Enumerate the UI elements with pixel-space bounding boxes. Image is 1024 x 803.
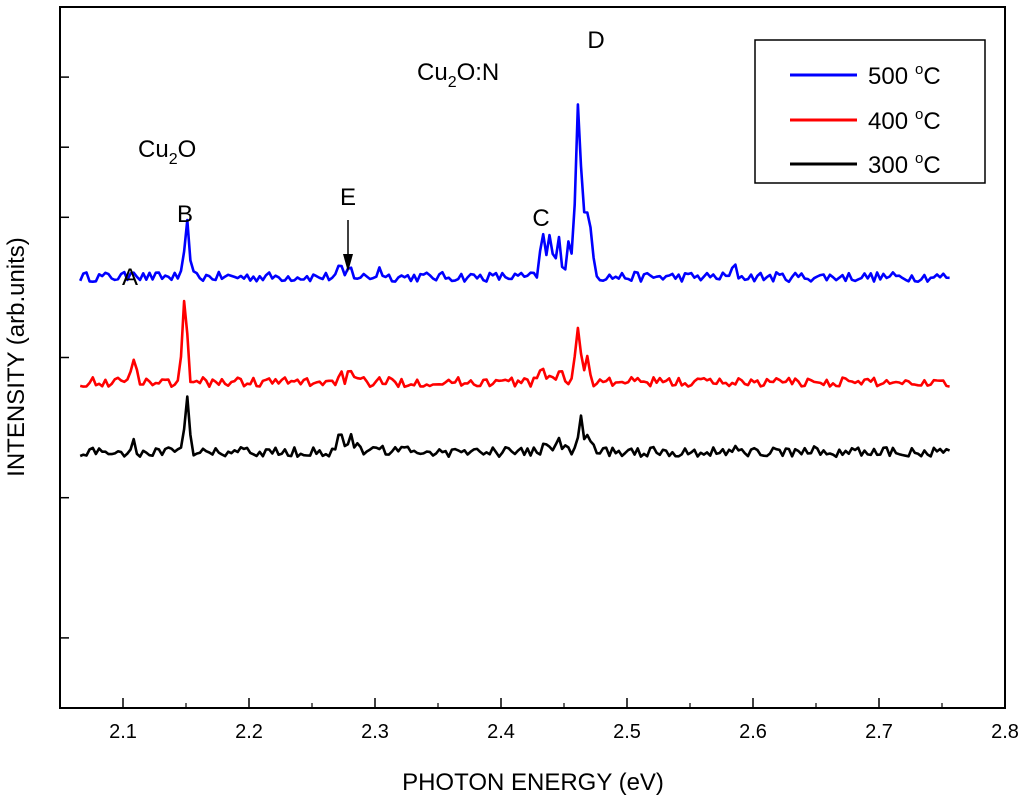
series-500c-line	[79, 103, 950, 284]
cu2on-prefix: Cu	[417, 59, 448, 86]
x-tick-label: 2.7	[865, 721, 893, 743]
peak-label-a: A	[122, 264, 138, 291]
arrow-e-icon	[343, 254, 353, 272]
peak-label-c: C	[532, 205, 549, 232]
series-400c-line	[79, 299, 950, 389]
x-tick-label: 2.5	[613, 721, 641, 743]
x-tick-label: 2.8	[991, 721, 1019, 743]
x-tick-label: 2.1	[109, 721, 137, 743]
series-300c-line	[79, 395, 951, 459]
legend-value-300: 300	[868, 152, 908, 179]
cu2o-suffix: O	[178, 136, 197, 163]
y-axis-title: INTENSITY (arb.units)	[3, 237, 30, 477]
legend-label-500: 500 oC	[868, 61, 941, 90]
cu2on-label: Cu2O:N	[417, 59, 499, 91]
legend-value-500: 500	[868, 63, 908, 90]
legend-unit-300: C	[923, 152, 940, 179]
legend-label-400: 400 oC	[868, 106, 941, 135]
x-axis-ticks: 2.1 2.2 2.3 2.4 2.5 2.6 2.7 2.8	[59, 698, 1019, 743]
legend-unit-500: C	[923, 63, 940, 90]
legend-degree-300: o	[915, 150, 923, 167]
cu2on-suffix: O:N	[457, 59, 500, 86]
legend-degree-400: o	[915, 106, 923, 123]
cu2on-subscript: 2	[448, 74, 457, 91]
legend-degree-500: o	[915, 61, 923, 78]
x-tick-label: 2.3	[361, 721, 389, 743]
legend-unit-400: C	[923, 108, 940, 135]
legend-value-400: 400	[868, 108, 908, 135]
x-tick-label: 2.2	[235, 721, 263, 743]
cu2o-label: Cu2O	[138, 136, 196, 168]
legend: 500 oC 400 oC 300 oC	[754, 39, 986, 184]
legend-box	[754, 39, 986, 184]
x-tick-label: 2.6	[739, 721, 767, 743]
series-lines	[79, 103, 951, 459]
y-axis-ticks	[60, 76, 69, 639]
x-axis-title: PHOTON ENERGY (eV)	[402, 769, 664, 796]
peak-label-e: E	[340, 184, 356, 211]
peak-label-d: D	[587, 27, 604, 54]
peak-label-b: B	[177, 201, 193, 228]
cu2o-subscript: 2	[169, 151, 178, 168]
legend-label-300: 300 oC	[868, 150, 941, 179]
cu2o-prefix: Cu	[138, 136, 169, 163]
x-tick-label: 2.4	[487, 721, 515, 743]
